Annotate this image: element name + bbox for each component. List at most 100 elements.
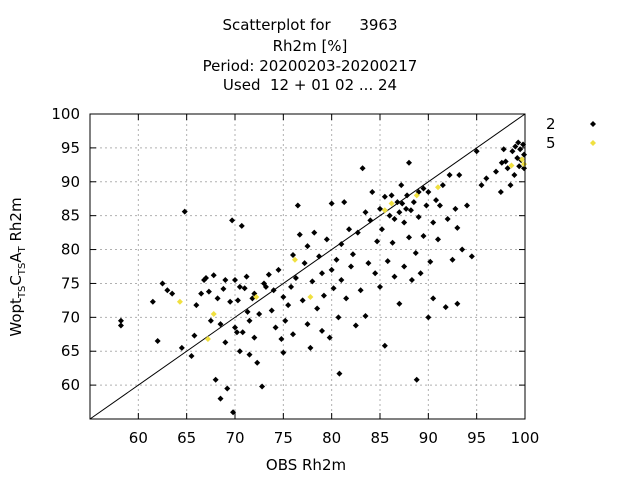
data-point-series-2	[493, 168, 499, 175]
legend-label-series-2: 2	[546, 115, 556, 133]
data-point-series-5	[435, 184, 441, 191]
data-point-series-2	[483, 175, 490, 182]
data-point-series-2	[454, 224, 461, 231]
data-point-series-2	[349, 251, 356, 258]
data-point-series-5	[204, 336, 211, 343]
data-point-series-5	[413, 192, 420, 199]
data-point-series-2	[427, 258, 434, 265]
data-point-series-2	[406, 159, 412, 166]
data-point-series-2	[217, 321, 224, 328]
x-axis-label: OBS Rh2m	[266, 456, 346, 474]
data-point-series-2	[346, 226, 353, 233]
data-point-series-2	[406, 234, 412, 241]
data-point-series-2	[516, 163, 523, 170]
y-tick-label: 60	[61, 376, 80, 394]
data-point-series-2	[314, 305, 321, 312]
legend-marker-series-5	[590, 140, 596, 146]
data-point-series-2	[275, 266, 282, 273]
data-point-series-2	[328, 200, 335, 207]
data-point-series-2	[246, 317, 253, 324]
data-point-series-2	[423, 202, 430, 209]
data-point-series-2	[396, 209, 403, 216]
data-point-series-2	[311, 229, 318, 236]
data-point-series-2	[430, 295, 437, 302]
data-point-series-2	[359, 165, 366, 172]
data-point-series-2	[210, 272, 217, 279]
data-point-series-2	[232, 277, 238, 284]
data-point-series-2	[292, 275, 299, 282]
x-tick-label: 65	[177, 429, 196, 447]
data-point-series-2	[386, 212, 393, 219]
data-point-series-2	[188, 352, 195, 359]
data-point-series-2	[430, 219, 437, 226]
data-point-series-2	[377, 283, 383, 290]
data-point-series-2	[256, 310, 263, 317]
data-point-series-5	[176, 298, 183, 305]
data-point-series-2	[459, 246, 466, 253]
data-point-series-2	[343, 295, 350, 302]
data-point-series-2	[203, 275, 209, 282]
data-point-series-2	[243, 273, 250, 280]
y-tick-label: 85	[61, 207, 80, 225]
data-point-series-2	[232, 324, 238, 331]
data-point-series-2	[280, 294, 287, 300]
data-point-series-2	[504, 165, 511, 172]
data-point-series-2	[280, 349, 287, 356]
chart-title-line-3: Period: 20200203-20200217	[202, 57, 418, 75]
y-tick-label: 80	[61, 241, 80, 259]
data-point-series-2	[420, 233, 427, 239]
data-point-series-2	[246, 351, 253, 358]
data-point-series-2	[369, 188, 376, 195]
data-point-series-2	[236, 283, 243, 290]
data-point-series-2	[521, 165, 528, 172]
data-point-series-2	[410, 199, 417, 206]
data-point-series-2	[236, 348, 243, 355]
data-point-series-2	[301, 260, 308, 267]
data-point-series-2	[389, 239, 396, 246]
data-point-series-2	[309, 278, 316, 285]
x-tick-label: 90	[419, 429, 438, 447]
legend-marker-series-2	[590, 121, 596, 127]
data-point-series-2	[227, 298, 234, 305]
data-point-series-2	[268, 307, 275, 314]
data-point-series-5	[388, 200, 395, 207]
data-point-series-2	[288, 283, 295, 290]
data-point-series-2	[407, 207, 414, 214]
data-point-series-2	[251, 290, 258, 297]
data-point-series-2	[354, 229, 361, 236]
x-tick-label: 60	[129, 429, 148, 447]
x-axis-ticks: 60 65 70 75 80 85 90 95 100	[129, 114, 539, 447]
data-point-series-2	[515, 139, 522, 146]
data-point-series-2	[401, 219, 408, 226]
data-point-series-2	[417, 270, 424, 277]
data-point-series-2	[415, 214, 422, 221]
data-point-series-2	[154, 338, 161, 345]
data-point-series-2	[254, 359, 261, 366]
data-point-series-2	[294, 202, 301, 209]
data-point-series-2	[388, 192, 395, 199]
x-tick-label: 80	[322, 429, 341, 447]
data-point-series-2	[251, 334, 258, 341]
data-point-series-2	[233, 329, 240, 336]
data-point-series-2	[338, 241, 345, 248]
data-point-series-2	[381, 193, 388, 200]
data-point-series-2	[336, 370, 343, 377]
data-point-series-2	[320, 292, 327, 299]
data-point-series-2	[220, 285, 227, 292]
data-point-series-2	[425, 314, 432, 321]
data-point-series-2	[319, 327, 325, 334]
chart-title-line-4: Used 12 + 01 02 ... 24	[222, 76, 398, 94]
data-point-series-5	[253, 294, 260, 300]
data-point-series-2	[399, 200, 406, 207]
data-point-series-2	[357, 287, 364, 294]
y-tick-label: 95	[61, 139, 80, 157]
data-point-series-2	[408, 277, 415, 284]
chart-title-line-2: Rh2m [%]	[272, 37, 348, 55]
data-point-series-2	[214, 295, 221, 302]
data-point-series-2	[521, 151, 528, 158]
data-point-series-2	[377, 205, 383, 212]
y-tick-label: 65	[61, 342, 80, 360]
data-point-series-2	[425, 188, 432, 195]
data-point-series-2	[391, 216, 398, 223]
